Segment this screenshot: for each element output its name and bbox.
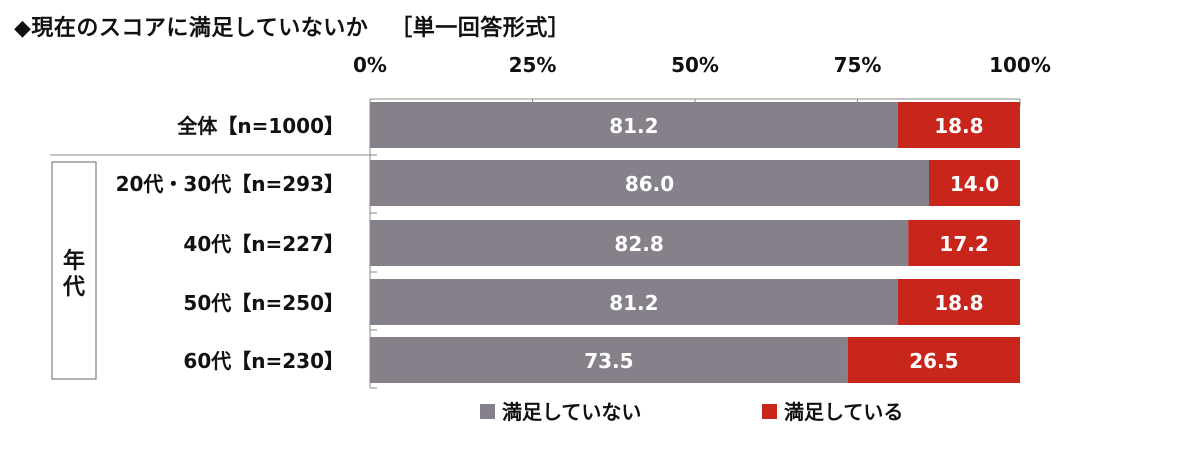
x-tick-label: 75%	[834, 53, 882, 77]
category-label: 60代【n=230】	[183, 349, 344, 373]
bar-segment	[370, 220, 909, 266]
group-label: 代	[62, 275, 85, 300]
bar-segment	[847, 337, 1020, 383]
bar-segment	[370, 102, 898, 148]
legend-label: 満足している	[784, 400, 903, 424]
x-tick-label: 25%	[509, 53, 557, 77]
chart-title: ◆現在のスコアに満足していないか ［単一回答形式］	[14, 10, 570, 42]
x-tick-label: 50%	[671, 53, 719, 77]
legend-swatch	[762, 404, 777, 419]
bar-segment	[370, 279, 898, 325]
legend-label: 満足していない	[502, 400, 641, 424]
x-tick-label: 100%	[989, 53, 1051, 77]
data-label: 82.8	[614, 232, 663, 256]
category-label: 50代【n=250】	[183, 291, 344, 315]
data-label: 26.5	[909, 349, 958, 373]
x-tick-label: 0%	[353, 53, 387, 77]
group-box	[51, 161, 97, 380]
category-label: 全体【n=1000】	[176, 114, 344, 138]
data-label: 14.0	[950, 172, 999, 196]
category-label: 20代・30代【n=293】	[116, 172, 344, 196]
data-label: 73.5	[584, 349, 633, 373]
bar-segment	[897, 279, 1020, 325]
bar-segment	[370, 160, 929, 206]
bar-segment	[929, 160, 1020, 206]
title-main: ◆現在のスコアに満足していないか	[14, 16, 369, 41]
data-label: 86.0	[625, 172, 674, 196]
group-label: 年	[63, 248, 85, 274]
data-label: 18.8	[934, 291, 983, 315]
category-label: 40代【n=227】	[183, 232, 344, 256]
data-label: 81.2	[609, 291, 658, 315]
bar-segment	[370, 337, 848, 383]
title-qualifier: ［単一回答形式］	[390, 16, 571, 41]
data-label: 17.2	[939, 232, 988, 256]
data-label: 81.2	[609, 114, 658, 138]
legend-swatch	[480, 404, 495, 419]
bar-segment	[908, 220, 1020, 266]
bar-segment	[897, 102, 1020, 148]
data-label: 18.8	[934, 114, 983, 138]
